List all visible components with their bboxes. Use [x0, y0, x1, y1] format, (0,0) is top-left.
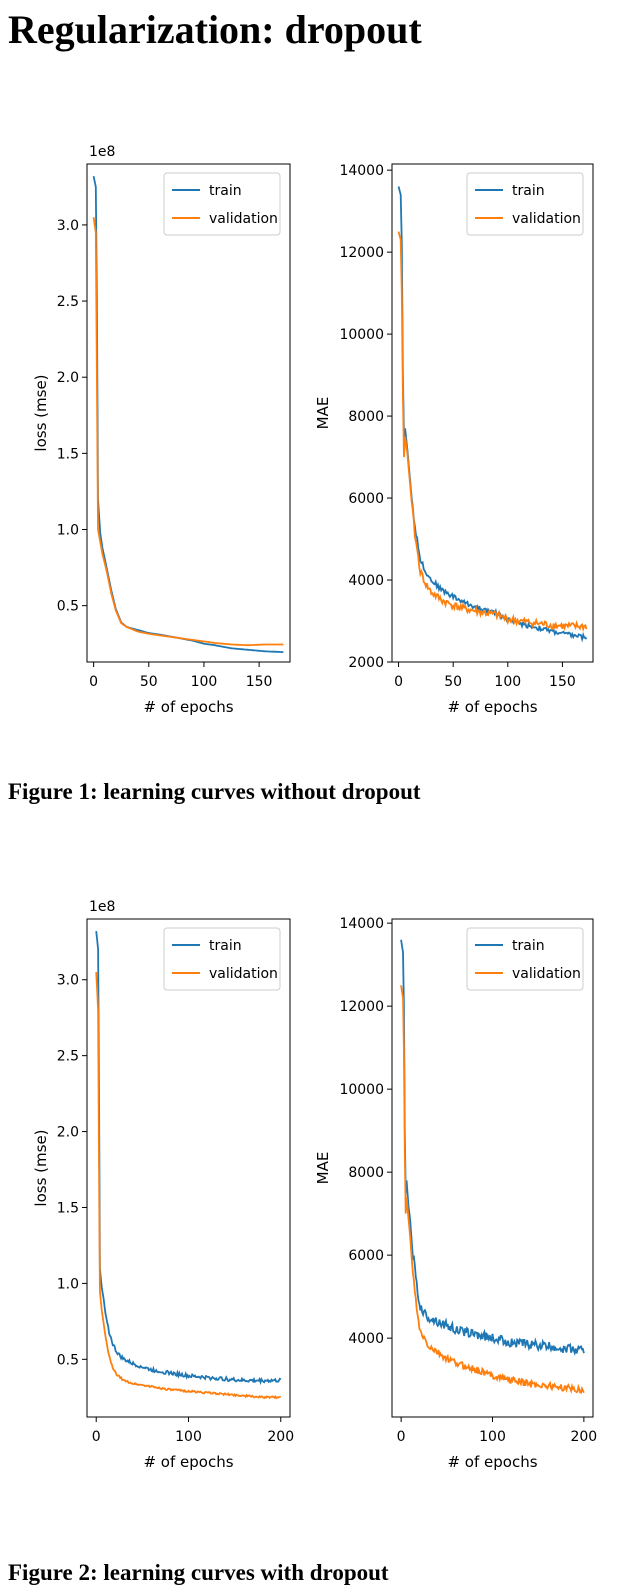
x-tick-label: 150	[246, 674, 273, 690]
series-line-validation	[397, 231, 588, 633]
y-tick-label: 6000	[348, 1248, 384, 1264]
x-tick-label: 50	[444, 674, 462, 690]
y-tick-label: 12000	[339, 245, 384, 261]
legend-label-train: train	[512, 183, 545, 199]
loss-chart-1: 0.5 1.0 1.5 2.0 2.5 3.0 0 50 100 150 # of epochs lo…	[32, 144, 291, 716]
y-tick-label: 0.5	[57, 1352, 79, 1368]
legend-label-validation: validation	[512, 211, 581, 227]
x-tick-label: 100	[191, 674, 218, 690]
y-tick-label: 6000	[348, 491, 384, 507]
x-tick-label: 100	[494, 674, 521, 690]
x-tick-label: 0	[397, 1429, 406, 1445]
legend-label-validation: validation	[512, 966, 581, 982]
x-axis-label: # of epochs	[143, 698, 233, 716]
plot-frame	[391, 163, 594, 663]
x-axis-label: # of epochs	[143, 1453, 233, 1471]
x-tick-label: 100	[479, 1429, 506, 1445]
legend	[466, 927, 584, 991]
series-line-train	[92, 176, 284, 653]
y-tick-label: 1.5	[57, 446, 79, 462]
x-tick-label: 0	[92, 1429, 101, 1445]
legend-label-train: train	[209, 938, 242, 954]
legend	[466, 172, 584, 236]
series-line-train	[95, 931, 282, 1386]
y-axis-label: MAE	[314, 1152, 332, 1185]
loss-chart-2: 0.5 1.0 1.5 2.0 2.5 3.0 0 100 200 # of epochs loss…	[32, 899, 294, 1471]
y-tick-label: 2000	[348, 655, 384, 671]
y-tick-label: 4000	[348, 573, 384, 589]
x-tick-label: 50	[140, 674, 158, 690]
x-tick-label: 0	[394, 674, 403, 690]
y-tick-label: 0.5	[57, 599, 79, 615]
x-tick-label: 0	[89, 674, 98, 690]
x-tick-label: 150	[549, 674, 576, 690]
y-tick-label: 3.0	[57, 218, 79, 234]
plot-frame	[86, 163, 291, 663]
y-tick-label: 10000	[339, 1082, 384, 1098]
legend-label-validation: validation	[209, 211, 278, 227]
y-tick-label: 1.5	[57, 1200, 79, 1216]
y-tick-label: 1.0	[57, 523, 79, 539]
axis-offset-label: 1e8	[89, 144, 115, 160]
x-tick-label: 200	[267, 1429, 294, 1445]
x-axis-label: # of epochs	[447, 698, 537, 716]
plot-frame	[86, 918, 291, 1418]
y-tick-label: 8000	[348, 409, 384, 425]
y-tick-label: 10000	[339, 327, 384, 343]
legend-label-train: train	[209, 183, 242, 199]
y-tick-label: 12000	[339, 999, 384, 1015]
y-tick-label: 14000	[339, 163, 384, 179]
series-line-validation	[92, 217, 284, 647]
legend	[163, 927, 281, 991]
legend	[163, 172, 281, 236]
y-tick-label: 2.0	[57, 1125, 79, 1141]
y-axis-label: loss (mse)	[32, 374, 50, 451]
y-axis-label: MAE	[314, 397, 332, 430]
y-tick-label: 4000	[348, 1331, 384, 1347]
y-tick-label: 2.0	[57, 370, 79, 386]
y-tick-label: 1.0	[57, 1276, 79, 1292]
legend-label-validation: validation	[209, 966, 278, 982]
series-line-validation	[95, 972, 281, 1400]
figure-2-caption: Figure 2: learning curves with dropout	[8, 1560, 389, 1585]
x-tick-label: 100	[175, 1429, 202, 1445]
axis-offset-label: 1e8	[89, 899, 115, 915]
y-tick-label: 8000	[348, 1165, 384, 1181]
y-tick-label: 14000	[339, 916, 384, 932]
series-line-validation	[400, 985, 585, 1394]
mae-chart-2: 4000 6000 8000 10000 12000 14000 0 100 200 # of e…	[314, 916, 597, 1471]
mae-chart-1: 2000 4000 6000 8000 10000 12000 14000 0 50 100 150…	[314, 163, 594, 716]
page-title: Regularization: dropout	[8, 7, 422, 52]
y-tick-label: 2.5	[57, 1049, 79, 1065]
series-line-train	[400, 939, 585, 1357]
series-line-train	[397, 186, 588, 643]
x-axis-label: # of epochs	[447, 1453, 537, 1471]
legend-label-train: train	[512, 938, 545, 954]
x-tick-label: 200	[570, 1429, 597, 1445]
figure-1-caption: Figure 1: learning curves without dropou…	[8, 779, 421, 804]
y-tick-label: 3.0	[57, 973, 79, 989]
y-tick-label: 2.5	[57, 294, 79, 310]
y-axis-label: loss (mse)	[32, 1129, 50, 1206]
plot-frame	[391, 918, 594, 1418]
